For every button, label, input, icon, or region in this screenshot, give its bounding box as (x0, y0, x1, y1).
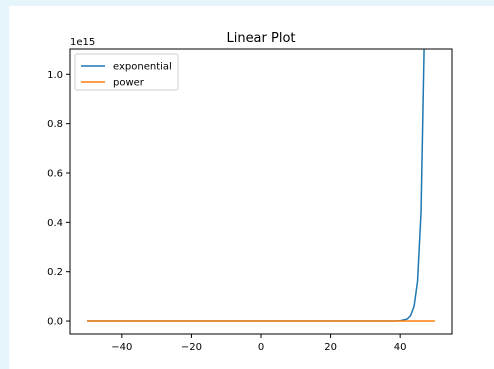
legend: exponential power (74, 53, 179, 91)
y-tick-label: 0.4 (47, 218, 63, 229)
ticks-layer: −40 −20 0 20 40 0.0 0.2 0.4 0.6 0.8 1.0 (47, 70, 406, 353)
series-line-exponential (87, 49, 425, 322)
y-tick-label: 0.0 (47, 317, 63, 328)
plot-frame (69, 48, 453, 335)
legend-label-power: power (113, 78, 145, 89)
y-tick-label: 0.2 (47, 267, 63, 278)
y-tick-label: 1.0 (47, 70, 63, 81)
x-tick-label: 40 (394, 342, 407, 353)
series-layer (87, 49, 435, 322)
x-tick-label: −40 (111, 342, 132, 353)
figure: Linear Plot 1e15 −40 −20 0 20 40 0.0 0.2 0.4 0.6… (9, 6, 494, 369)
x-tick-label: 20 (324, 342, 337, 353)
line-chart: Linear Plot 1e15 −40 −20 0 20 40 0.0 0.2 0.4 0.6… (47, 31, 453, 353)
legend-label-exponential: exponential (113, 62, 172, 73)
x-tick-label: 0 (258, 342, 264, 353)
y-tick-label: 0.8 (47, 119, 63, 130)
legend-box (74, 53, 179, 91)
y-offset-text: 1e15 (70, 37, 95, 48)
chart-title: Linear Plot (226, 31, 295, 46)
y-tick-label: 0.6 (47, 168, 63, 179)
x-tick-label: −20 (181, 342, 202, 353)
